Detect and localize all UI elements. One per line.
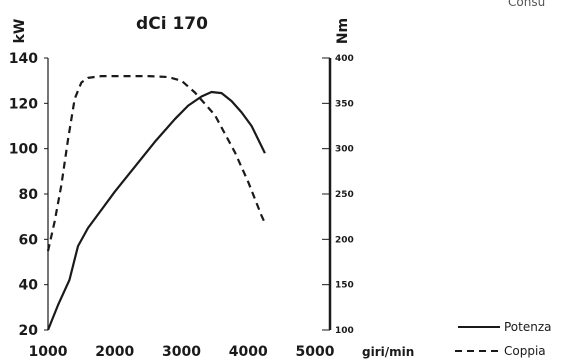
right-axis-ticks: 100 150 200 250 300 350 400 — [322, 54, 354, 336]
series-line-potenza — [46, 90, 266, 331]
y-tick-label: 140 — [9, 51, 38, 67]
plot-lines — [46, 74, 266, 331]
y-tick-label: 80 — [19, 187, 39, 203]
y-tick-label: 100 — [9, 142, 38, 158]
chart-title: dCi 170 — [136, 14, 208, 34]
y2-tick-label: 250 — [335, 190, 354, 200]
y-axis-label-right: Nm — [335, 18, 351, 44]
x-axis-label: giri/min — [362, 345, 414, 359]
y2-tick-label: 400 — [335, 54, 354, 64]
x-tick-label: 2000 — [95, 344, 134, 360]
y2-tick-label: 200 — [335, 235, 354, 245]
x-tick-label: 1000 — [29, 344, 68, 360]
legend: Potenza Coppia — [455, 320, 552, 358]
y2-tick-label: 150 — [335, 281, 354, 291]
x-tick-label: 5000 — [296, 344, 335, 360]
y2-tick-label: 350 — [335, 99, 354, 109]
corner-text: Consu — [508, 0, 545, 9]
x-axis-ticks: 1000 2000 3000 4000 5000 — [29, 344, 335, 360]
y-tick-label: 20 — [19, 323, 39, 339]
y-tick-label: 40 — [19, 278, 39, 294]
x-tick-label: 4000 — [229, 344, 268, 360]
legend-label-coppia: Coppia — [504, 344, 546, 358]
left-axis-ticks: 20 40 60 80 100 120 140 — [9, 51, 48, 339]
y-axis-label-left: kW — [12, 19, 28, 44]
y2-tick-label: 100 — [335, 326, 354, 336]
x-tick-label: 3000 — [162, 344, 201, 360]
y-tick-label: 60 — [19, 232, 39, 248]
y2-tick-label: 300 — [335, 145, 354, 155]
y-tick-label: 120 — [9, 96, 38, 112]
legend-label-potenza: Potenza — [504, 320, 552, 334]
